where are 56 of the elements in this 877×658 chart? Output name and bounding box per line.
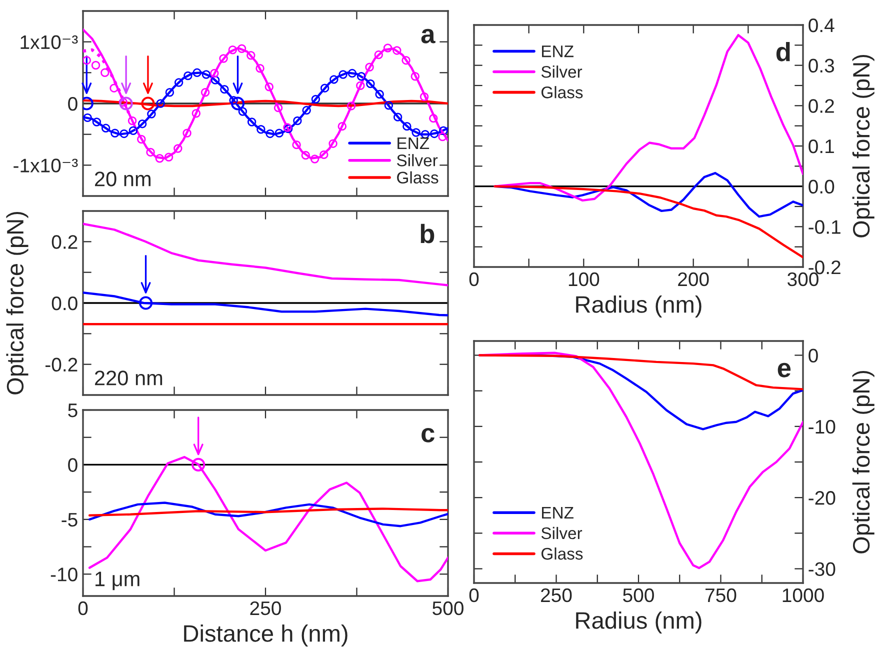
y-tick-label: -5 bbox=[62, 513, 78, 527]
y-tick-label: -0.2 bbox=[46, 358, 78, 372]
x-tick-label: 0 bbox=[469, 588, 479, 602]
y-axis-title: Optical force (pN) bbox=[852, 54, 874, 238]
x-tick-label: 200 bbox=[678, 272, 709, 286]
y-tick-label: -30 bbox=[808, 562, 836, 576]
legend-label: Glass bbox=[542, 547, 583, 560]
annotation: 1 μm bbox=[96, 572, 140, 590]
x-axis-title: Radius (nm) bbox=[576, 612, 702, 634]
y-tick-label: 0.1 bbox=[808, 139, 834, 154]
legend-label: Silver bbox=[541, 526, 582, 540]
legend-label: Silver bbox=[396, 154, 438, 166]
x-tick-label: 0 bbox=[78, 601, 88, 616]
y-tick-label: 5 bbox=[68, 404, 78, 418]
legend-label: Silver bbox=[541, 66, 582, 78]
y-tick-label: 0.3 bbox=[808, 58, 834, 73]
y-tick-label: -1x10⁻³ bbox=[14, 158, 78, 172]
annotation: a bbox=[421, 28, 436, 44]
y-tick-label: 0 bbox=[68, 458, 78, 472]
y-tick-label: 0 bbox=[808, 348, 818, 362]
x-tick-label: 750 bbox=[706, 588, 736, 602]
legend-label: Glass bbox=[397, 171, 438, 184]
annotation: 20 nm bbox=[95, 172, 150, 186]
y-tick-label: -10 bbox=[50, 568, 78, 582]
y-tick-label: 0.0 bbox=[808, 180, 834, 194]
annotation: c bbox=[422, 428, 434, 442]
legend-label: ENZ bbox=[542, 507, 574, 518]
annotation: e bbox=[778, 362, 791, 378]
x-tick-label: 500 bbox=[623, 588, 654, 602]
legend-label: ENZ bbox=[542, 46, 574, 58]
y-tick-label: -0.2 bbox=[808, 260, 840, 274]
annotation: d bbox=[776, 42, 790, 62]
x-axis-title: Radius (nm) bbox=[576, 296, 702, 318]
y-tick-label: -0.1 bbox=[808, 220, 840, 234]
y-tick-label: 0.2 bbox=[808, 99, 834, 113]
x-tick-label: 300 bbox=[788, 272, 818, 286]
x-tick-label: 100 bbox=[568, 272, 600, 286]
y-tick-label: 0.2 bbox=[52, 235, 78, 249]
annotation: 220 nm bbox=[95, 370, 162, 386]
x-tick-label: 0 bbox=[469, 272, 479, 286]
y-axis-title: Optical force (pN) bbox=[852, 370, 874, 554]
y-tick-label: 1x10⁻³ bbox=[20, 35, 78, 50]
legend-label: Glass bbox=[542, 86, 583, 98]
y-axis-title: Optical force (pN) bbox=[6, 212, 28, 394]
y-tick-label: -10 bbox=[808, 420, 836, 434]
x-tick-label: 250 bbox=[250, 601, 281, 616]
y-tick-label: 0.4 bbox=[808, 18, 834, 32]
y-tick-label: 0.0 bbox=[52, 296, 78, 310]
x-tick-label: 500 bbox=[432, 601, 464, 616]
y-tick-label: -20 bbox=[808, 491, 836, 505]
x-axis-title: Distance h (nm) bbox=[184, 624, 348, 647]
annotation: b bbox=[420, 224, 434, 244]
legend-label: ENZ bbox=[398, 138, 430, 149]
y-tick-label: 0 bbox=[68, 96, 78, 111]
x-tick-label: 250 bbox=[541, 588, 572, 602]
x-tick-label: 1000 bbox=[782, 588, 824, 602]
